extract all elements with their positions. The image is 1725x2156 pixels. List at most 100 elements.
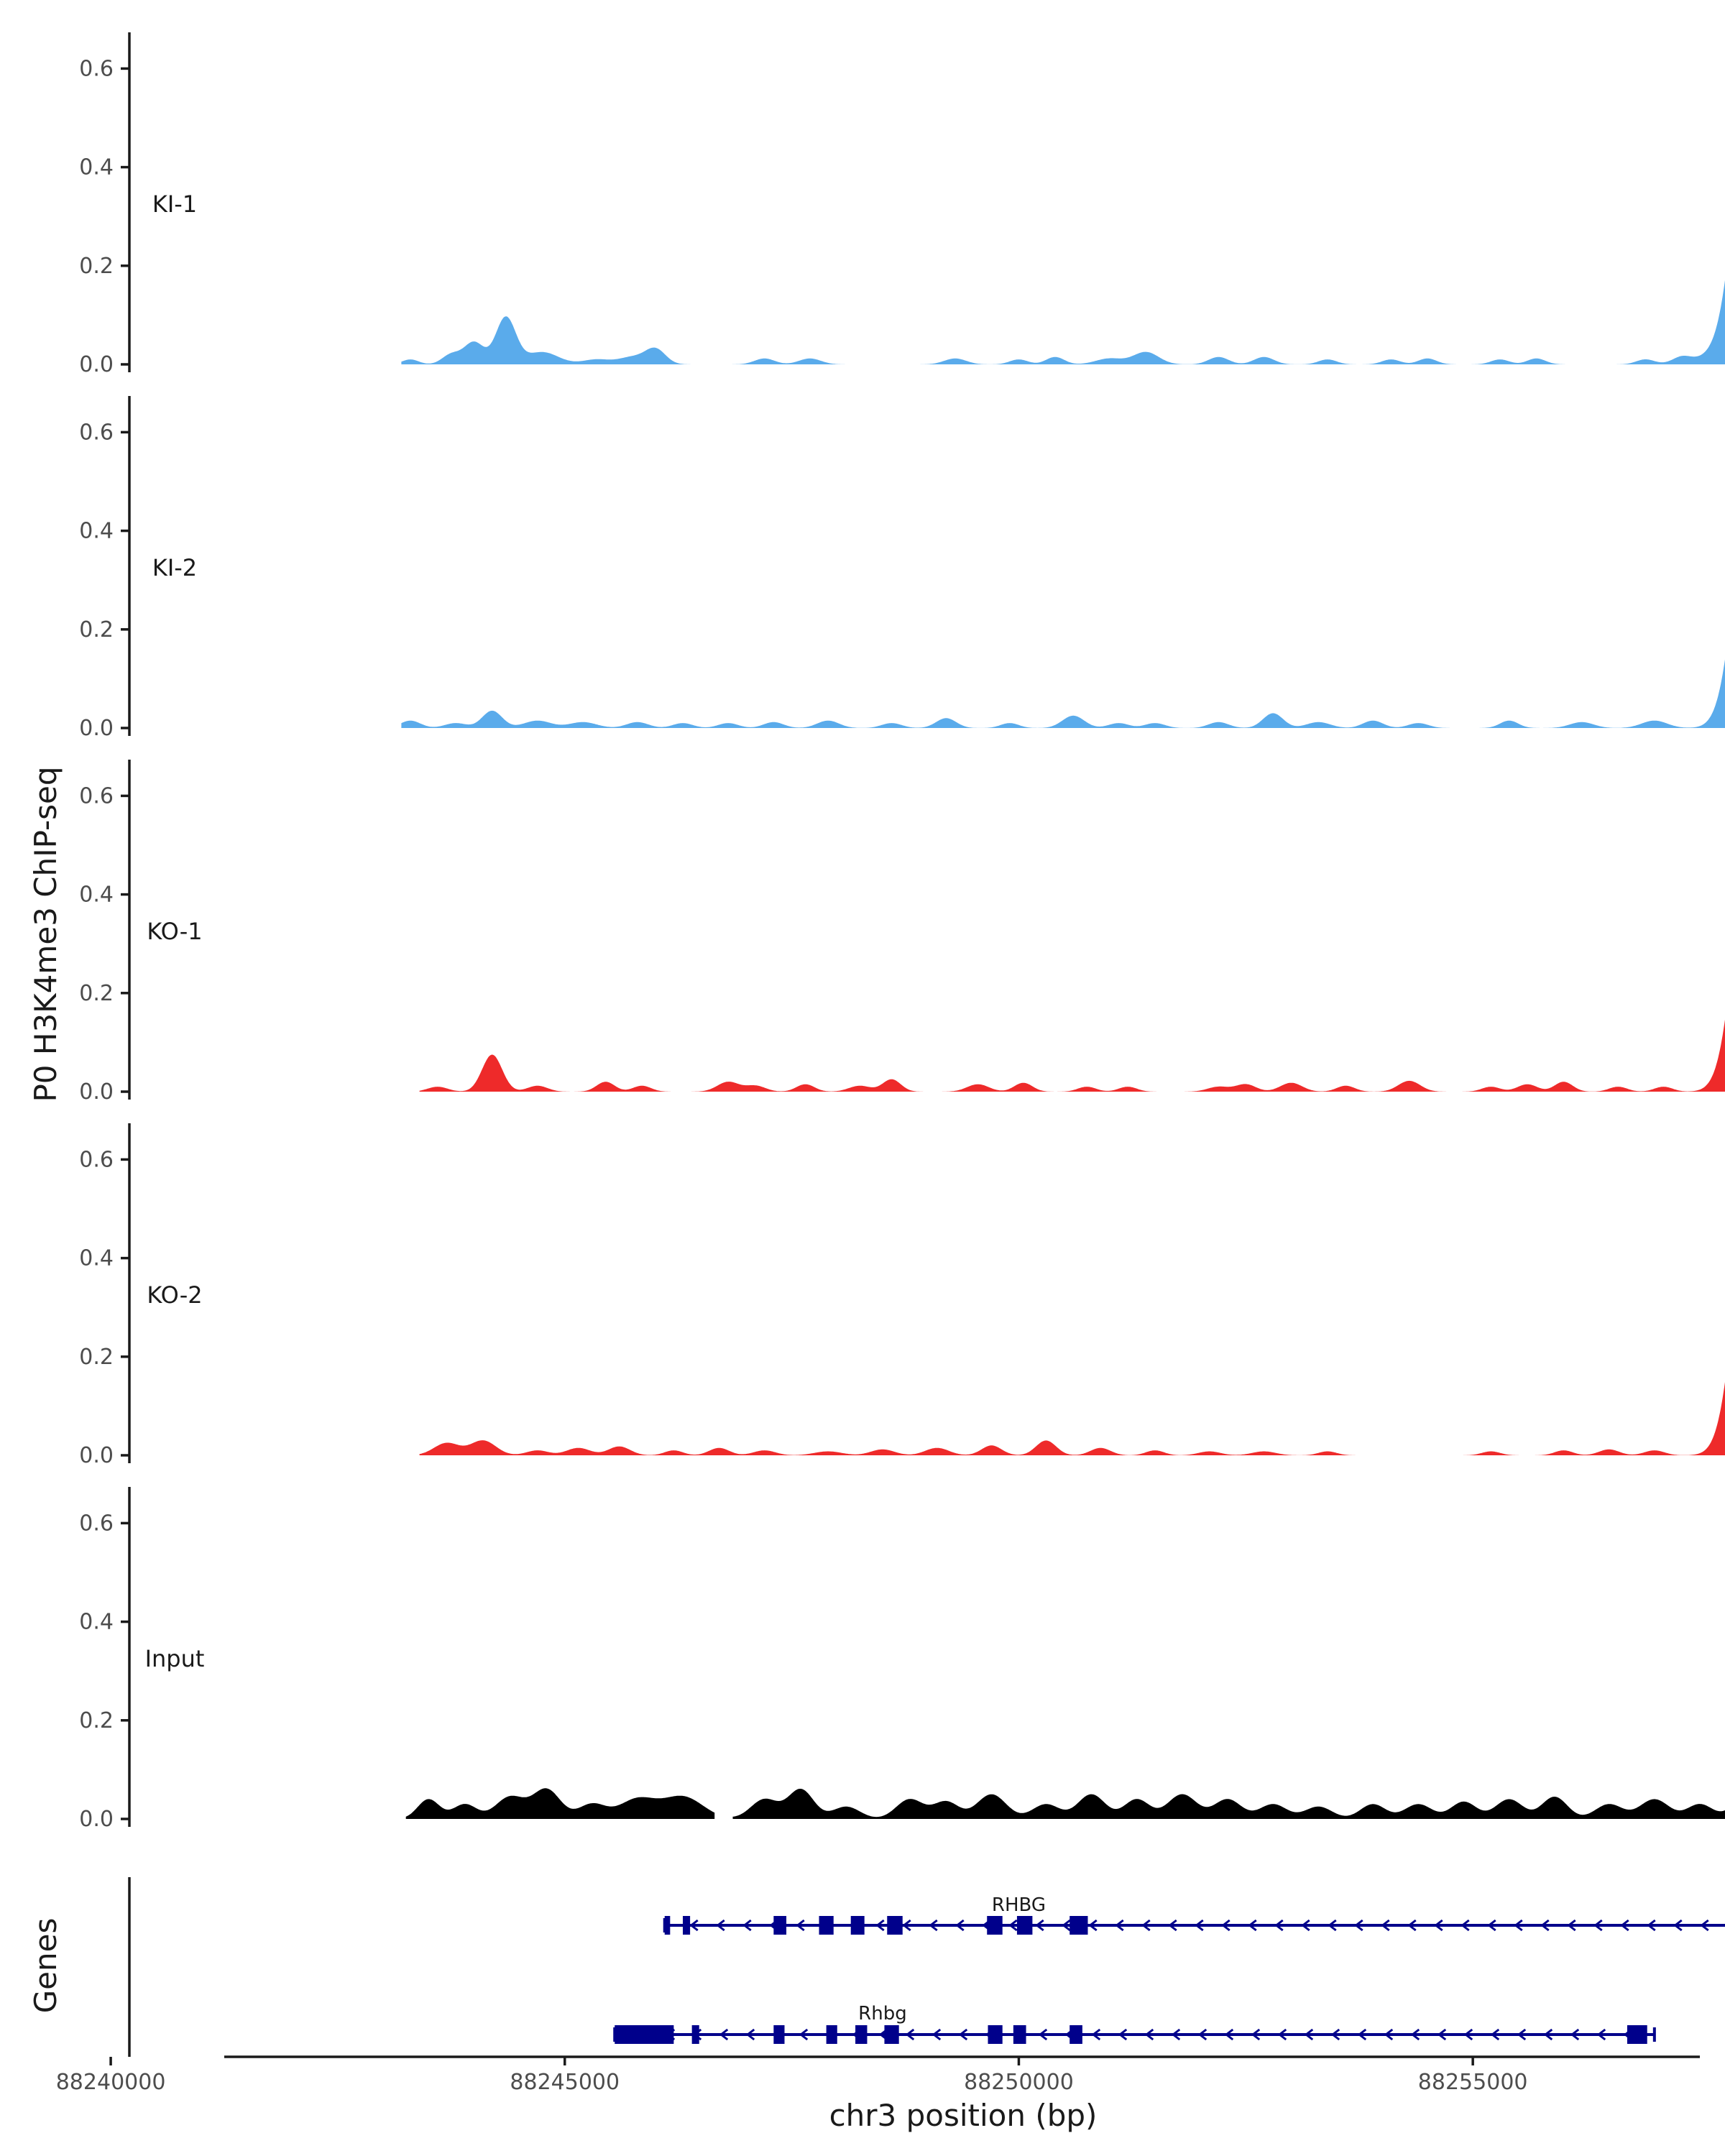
strand-arrow	[1197, 2028, 1208, 2041]
strand-arrow	[1490, 2028, 1500, 2041]
track-ki-1: 0.0 0.2 0.4 0.6 KI-1	[79, 32, 1725, 377]
strand-arrow	[799, 2028, 809, 2041]
strand-arrow	[1277, 2028, 1287, 2041]
track-input: 0.0 0.2 0.4 0.6 Input	[79, 1487, 1725, 1832]
x-tick-label: 88240000	[56, 2070, 166, 2095]
gene-rhbg-1: Rhbg	[613, 2003, 1656, 2044]
x-tick-label: 88250000	[964, 2070, 1074, 2095]
track-label: KO-1	[147, 918, 202, 945]
y-tick-label: 0.6	[79, 56, 114, 81]
y-tick-label: 0.6	[79, 783, 114, 808]
strand-arrow	[796, 1919, 805, 1932]
strand-arrow	[1437, 2028, 1447, 2041]
y-tick-label: 0.0	[79, 1807, 114, 1832]
strand-arrow	[1118, 2028, 1128, 2041]
track-label: KI-2	[152, 554, 197, 581]
exon	[1013, 2025, 1026, 2044]
tracks-layer: 0.00.20.40.6KI-10.00.20.40.6KI-20.00.20.…	[79, 32, 1725, 1832]
track-label: KI-1	[152, 190, 197, 218]
exon	[1070, 2025, 1082, 2044]
y-tick-label: 0.2	[79, 617, 114, 642]
track-label: Input	[145, 1645, 205, 1672]
exon	[1070, 1916, 1088, 1935]
exon	[691, 2025, 699, 2044]
y-tick-label: 0.2	[79, 1345, 114, 1370]
strand-arrow	[1647, 1919, 1656, 1932]
y-tick-label: 0.4	[79, 883, 114, 908]
strand-arrow	[1168, 1919, 1177, 1932]
y-tick-label: 0.6	[79, 1147, 114, 1172]
track-ko-1: 0.0 0.2 0.4 0.6 KO-1	[79, 760, 1725, 1105]
strand-arrow	[1593, 1919, 1603, 1932]
strand-arrow	[1144, 2028, 1154, 2041]
exon	[826, 2025, 837, 2044]
exon	[988, 2025, 1003, 2044]
y-tick-label: 0.2	[79, 981, 114, 1006]
strand-arrow	[1543, 2028, 1553, 2041]
y-tick-label: 0.2	[79, 254, 114, 279]
strand-arrow	[1038, 2028, 1048, 2041]
exon	[1016, 1916, 1033, 1935]
strand-arrow	[1091, 2028, 1101, 2041]
exon	[987, 1916, 1003, 1935]
exon	[850, 1916, 865, 1935]
y-tick-label: 0.6	[79, 1511, 114, 1536]
y-tick-label: 0.2	[79, 1708, 114, 1733]
y-tick-label: 0.6	[79, 420, 114, 445]
strand-arrow	[1673, 1919, 1683, 1932]
x-axis: 88240000 88245000 88250000 88255000	[56, 2055, 1700, 2095]
strand-arrow	[955, 1919, 965, 1932]
strand-arrow	[716, 1919, 725, 1932]
genes-layer: RHBG Rhbg	[128, 1877, 1725, 2057]
y-tick-label: 0.0	[79, 716, 114, 741]
y-tick-label: 0.4	[79, 519, 114, 544]
y-tick-label: 0.4	[79, 155, 114, 180]
strand-arrow	[958, 2028, 968, 2041]
strand-arrow	[1354, 1919, 1363, 1932]
strand-arrow	[689, 1919, 699, 1932]
strand-arrow	[1062, 1919, 1071, 1932]
strand-arrow	[1384, 2028, 1394, 2041]
exon	[773, 2025, 785, 2044]
strand-arrow	[1434, 1919, 1443, 1932]
strand-arrow	[1330, 2028, 1340, 2041]
exon	[884, 2025, 899, 2044]
exon	[1627, 2025, 1647, 2044]
y-axis-title: P0 H3K4me3 ChIP-seq	[28, 766, 63, 1102]
exon	[683, 1916, 691, 1935]
strand-arrow	[1328, 1919, 1337, 1932]
exon	[819, 1916, 834, 1935]
strand-arrow	[902, 1919, 911, 1932]
strand-arrow	[1304, 2028, 1314, 2041]
y-tick-label: 0.0	[79, 352, 114, 377]
strand-arrow	[1407, 1919, 1417, 1932]
strand-arrow	[1410, 2028, 1420, 2041]
strand-arrow	[1088, 1919, 1098, 1932]
strand-arrow	[1171, 2028, 1181, 2041]
strand-arrow	[1517, 2028, 1527, 2041]
track-ko-2: 0.0 0.2 0.4 0.6 KO-2	[79, 1123, 1725, 1468]
strand-arrow	[1487, 1919, 1496, 1932]
strand-arrow	[1620, 1919, 1629, 1932]
gene-name-label: Rhbg	[858, 2003, 907, 2024]
strand-arrow	[1221, 1919, 1230, 1932]
gene-name-label: RHBG	[992, 1894, 1046, 1916]
strand-arrow	[1514, 1919, 1523, 1932]
strand-arrow	[719, 2028, 729, 2041]
strand-arrow	[1224, 2028, 1234, 2041]
strand-arrow	[1008, 1919, 1018, 1932]
strand-arrow	[1540, 1919, 1550, 1932]
strand-arrow	[929, 1919, 938, 1932]
strand-arrow	[1195, 1919, 1204, 1932]
strand-arrow	[1570, 2028, 1580, 2041]
y-tick-label: 0.0	[79, 1443, 114, 1468]
strand-arrow	[875, 1919, 885, 1932]
signal-area	[401, 280, 1725, 364]
strand-arrow	[1035, 1919, 1044, 1932]
y-tick-label: 0.0	[79, 1079, 114, 1105]
strand-arrow	[1596, 2028, 1606, 2041]
strand-arrow	[1357, 2028, 1367, 2041]
exon	[615, 2025, 674, 2044]
strand-arrow	[1463, 2028, 1473, 2041]
